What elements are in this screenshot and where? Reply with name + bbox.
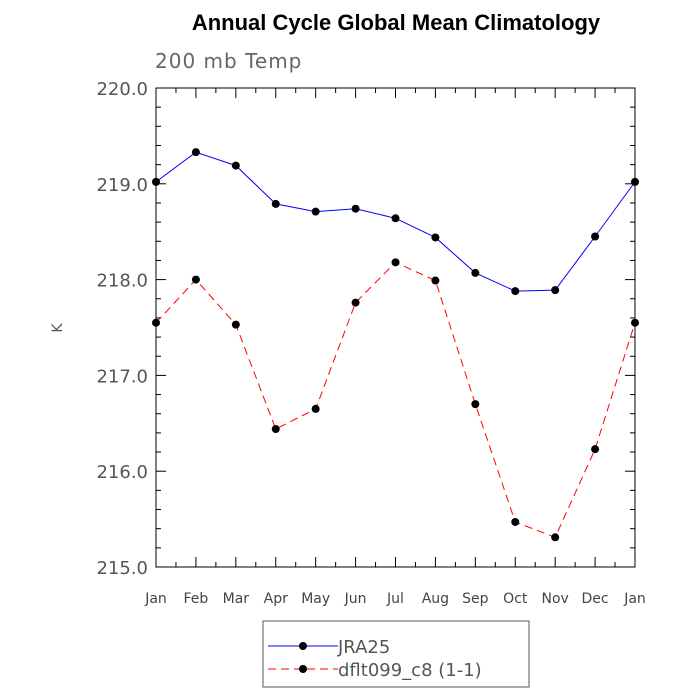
x-tick-label: Jan — [144, 591, 167, 607]
y-tick-label: 217.0 — [96, 366, 148, 387]
data-point — [511, 517, 520, 526]
y-tick-labels: 215.0 216.0 217.0 218.0 219.0 220.0 — [96, 79, 148, 579]
chart-subtitle: 200 mb Temp — [155, 49, 302, 73]
chart-title: Annual Cycle Global Mean Climatology — [192, 10, 601, 35]
axis-ticks — [155, 87, 636, 568]
data-point — [471, 400, 480, 409]
data-point — [231, 320, 240, 329]
legend-box — [262, 620, 530, 688]
data-point — [391, 214, 400, 223]
x-tick-label: Dec — [582, 591, 609, 607]
x-tick-label: Jul — [386, 591, 404, 607]
data-point — [152, 318, 160, 327]
x-tick-label: Feb — [184, 591, 209, 607]
data-point — [551, 533, 560, 542]
x-tick-label: May — [301, 591, 330, 607]
data-point — [391, 258, 400, 267]
plot-frame — [155, 87, 636, 568]
data-point — [471, 268, 480, 277]
x-tick-label: Jan — [623, 591, 646, 607]
x-tick-label: Mar — [223, 591, 250, 607]
x-tick-label: Oct — [503, 591, 528, 607]
data-point — [631, 318, 639, 327]
data-point — [591, 232, 600, 241]
data-point — [351, 204, 360, 213]
series-line — [155, 261, 636, 538]
y-tick-label: 215.0 — [96, 558, 148, 579]
legend-marker — [299, 665, 307, 673]
data-point — [311, 404, 320, 413]
data-point — [431, 233, 440, 242]
data-point — [231, 161, 240, 170]
data-point — [591, 445, 600, 454]
data-point — [311, 207, 320, 216]
data-point — [191, 275, 200, 284]
series-layer — [152, 148, 639, 542]
y-tick-label: 220.0 — [96, 79, 148, 100]
data-point — [191, 148, 200, 157]
y-tick-label: 218.0 — [96, 271, 148, 292]
y-tick-label: 216.0 — [96, 462, 148, 483]
data-point — [271, 199, 280, 208]
legend-marker — [299, 642, 307, 650]
data-point — [271, 425, 280, 434]
data-point — [351, 298, 360, 307]
x-tick-label: Nov — [542, 591, 569, 607]
x-tick-label: Aug — [422, 591, 449, 607]
x-tick-label: Apr — [264, 591, 288, 607]
y-axis-label: K — [50, 323, 66, 333]
data-point — [631, 177, 639, 186]
x-tick-label: Sep — [462, 591, 489, 607]
x-tick-labels: Jan Feb Mar Apr May Jun Jul Aug Sep Oct Nov Dec Jan — [144, 591, 646, 607]
data-point — [431, 276, 440, 285]
legend-label: JRA25 — [337, 637, 390, 658]
legend-label: dflt099_c8 (1-1) — [338, 660, 482, 681]
data-point — [152, 177, 160, 186]
x-tick-label: Jun — [344, 591, 367, 607]
data-point — [511, 287, 520, 296]
data-point — [551, 286, 560, 295]
y-tick-label: 219.0 — [96, 175, 148, 196]
